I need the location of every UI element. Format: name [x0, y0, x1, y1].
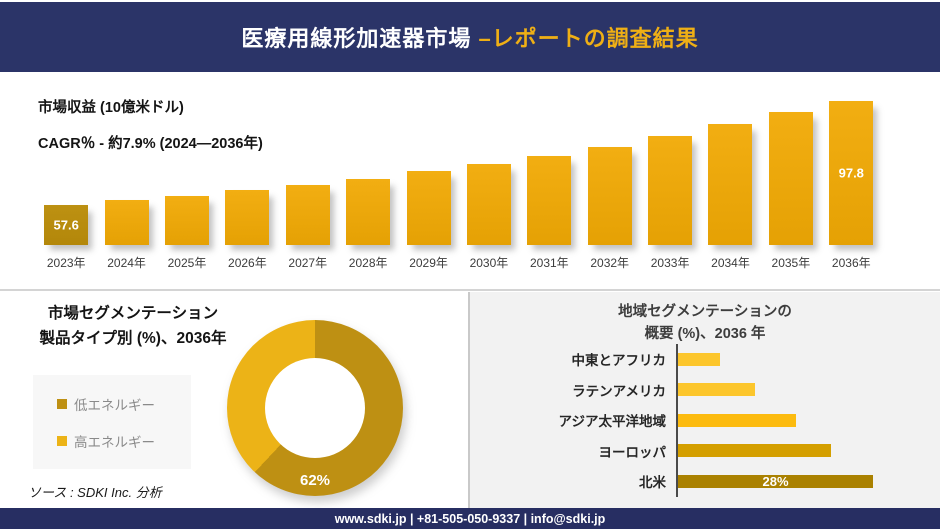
revenue-cagr-label: CAGR％ - 約7.9% (2024―2036年)	[38, 136, 263, 152]
revenue-bar-slot: 97.8 2036年	[821, 95, 881, 270]
revenue-bar-slot: 2033年	[640, 95, 700, 270]
revenue-bar-slot: 2024年	[96, 95, 156, 270]
legend-label: 高エネルギー	[74, 434, 155, 450]
regional-bar-area	[676, 435, 940, 466]
revenue-bar-2035年	[768, 112, 813, 245]
regional-row: 北米 28%	[470, 466, 940, 497]
revenue-metric-label: 市場収益 (10億米ドル)	[38, 100, 184, 116]
revenue-bar-slot: 2029年	[398, 95, 458, 270]
footer-bar: www.sdki.jp | +81-505-050-9337 | info@sd…	[0, 508, 940, 529]
regional-row: ラテンアメリカ	[470, 374, 940, 405]
regional-bar-ヨーロッパ	[678, 444, 831, 458]
revenue-bar-chart: 57.6 2023年 2024年 2025年 2026年 2027年 2028年 2029年 2…	[36, 95, 882, 270]
revenue-bar-2030年	[466, 164, 511, 245]
x-axis-label: 2024年	[107, 256, 146, 270]
regional-bar-アジア太平洋地域	[678, 413, 796, 427]
revenue-bar-2025年	[164, 196, 209, 245]
revenue-bar-2033年	[648, 136, 693, 245]
region-label: ヨーロッパ	[598, 444, 667, 460]
product-segmentation-title-line2: 製品タイプ別 (%)、2036年	[39, 329, 227, 347]
x-axis-label: 2032年	[590, 256, 630, 270]
revenue-bar-2031年	[527, 156, 572, 245]
region-label: 北米	[639, 475, 666, 491]
x-axis-label: 2027年	[288, 256, 328, 270]
revenue-bar-2023年: 57.6	[44, 205, 89, 245]
revenue-bar-2029年	[406, 171, 451, 245]
revenue-bar-slot: 2030年	[459, 95, 519, 270]
revenue-value-label: 57.6	[53, 217, 79, 233]
regional-bar-北米: 28%	[678, 473, 873, 489]
page-title-main: 医療用線形加速器市場	[241, 26, 479, 51]
revenue-bar-2027年	[285, 185, 330, 245]
footer-contact: www.sdki.jp | +81-505-050-9337 | info@sd…	[334, 511, 606, 526]
regional-value-label: 28%	[762, 473, 789, 489]
revenue-bar-2036年: 97.8	[829, 101, 874, 245]
revenue-bar-slot: 2034年	[700, 95, 760, 270]
revenue-bar-2034年	[708, 124, 753, 245]
revenue-chart-section: 市場収益 (10億米ドル) CAGR％ - 約7.9% (2024―2036年)…	[0, 74, 940, 289]
regional-title-line2: 概要 (%)、2036 年	[644, 326, 766, 343]
page-title-accent: –レポートの調査結果	[478, 26, 699, 51]
revenue-bar-2028年	[346, 179, 391, 245]
x-axis-label: 2035年	[771, 256, 811, 270]
revenue-bar-2024年	[104, 200, 149, 245]
product-segmentation-section: 市場セグメンテーション 製品タイプ別 (%)、2036年 低エネルギー 高エネルギ…	[0, 292, 468, 508]
revenue-bar-slot: 2027年	[278, 95, 338, 270]
region-label: アジア太平洋地域	[558, 414, 666, 430]
revenue-bar-slot: 2025年	[157, 95, 217, 270]
product-segmentation-title: 市場セグメンテーション 製品タイプ別 (%)、2036年	[28, 302, 238, 352]
regional-bar-chart: 中東とアフリカ ラテンアメリカアジア太平洋地域ヨーロッパ北米 28%	[470, 344, 940, 497]
section-divider	[0, 289, 940, 291]
revenue-bar-slot: 2031年	[519, 95, 579, 270]
donut-hole	[265, 358, 365, 458]
donut-chart	[227, 320, 403, 496]
regional-row: アジア太平洋地域	[470, 405, 940, 436]
regional-bar-ラテンアメリカ	[678, 383, 755, 397]
x-axis-label: 2023年	[46, 256, 86, 270]
donut-value-label: 62%	[299, 472, 331, 489]
donut-legend: 低エネルギー 高エネルギー	[33, 375, 191, 469]
revenue-bar-slot: 2032年	[580, 95, 640, 270]
legend-label: 低エネルギー	[74, 397, 155, 413]
x-axis-label: 2031年	[529, 256, 569, 270]
region-label: 中東とアフリカ	[571, 353, 667, 369]
page-title: 医療用線形加速器市場 –レポートの調査結果	[241, 21, 698, 53]
x-axis-label: 2034年	[711, 256, 750, 270]
revenue-bar-slot: 2035年	[761, 95, 821, 270]
x-axis-label: 2026年	[228, 256, 267, 270]
revenue-bar-2026年	[225, 190, 270, 245]
regional-row: 中東とアフリカ	[470, 344, 940, 375]
revenue-value-label: 97.8	[838, 165, 864, 181]
x-axis-label: 2028年	[348, 256, 388, 270]
donut-chart-wrap: 62%	[227, 320, 403, 496]
revenue-bar-slot: 2028年	[338, 95, 398, 270]
regional-title-line1: 地域セグメンテーションの	[618, 304, 792, 320]
regional-bar-area	[676, 405, 940, 436]
regional-bar-area: 28%	[676, 466, 940, 497]
regional-segmentation-section: 地域セグメンテーションの 概要 (%)、2036 年 中東とアフリカ ラテンアメリ…	[468, 292, 940, 508]
x-axis-label: 2025年	[167, 256, 207, 270]
regional-row: ヨーロッパ	[470, 435, 940, 466]
product-segmentation-title-line1: 市場セグメンテーション	[47, 305, 219, 322]
revenue-bar-2032年	[587, 147, 632, 245]
revenue-bar-slot: 57.6 2023年	[36, 95, 96, 270]
x-axis-label: 2036年	[831, 256, 871, 270]
regional-title: 地域セグメンテーションの 概要 (%)、2036 年	[470, 301, 940, 346]
regional-bar-area	[676, 374, 940, 405]
x-axis-label: 2030年	[469, 256, 509, 270]
legend-item: 高エネルギー	[57, 431, 191, 451]
header-banner: 医療用線形加速器市場 –レポートの調査結果	[0, 2, 940, 72]
regional-bar-area	[676, 344, 940, 375]
region-label: ラテンアメリカ	[572, 383, 666, 399]
source-note: ソース : SDKI Inc. 分析	[28, 485, 162, 500]
revenue-chart-meta: 市場収益 (10億米ドル) CAGR％ - 約7.9% (2024―2036年)	[38, 96, 263, 168]
legend-swatch-icon	[57, 435, 67, 446]
x-axis-label: 2029年	[409, 256, 448, 270]
legend-item: 低エネルギー	[57, 394, 191, 414]
x-axis-label: 2033年	[650, 256, 690, 270]
legend-swatch-icon	[57, 398, 67, 409]
revenue-bar-slot: 2026年	[217, 95, 277, 270]
regional-bar-中東とアフリカ	[678, 352, 720, 366]
